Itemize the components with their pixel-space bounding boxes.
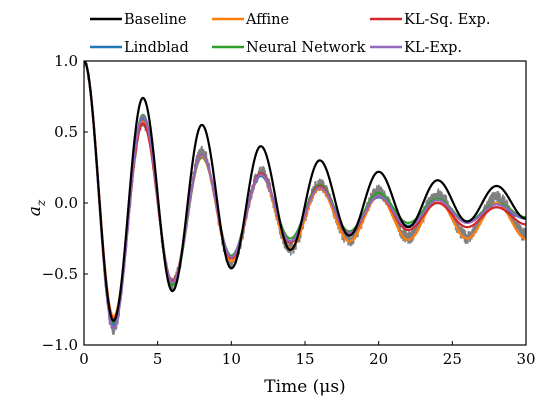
legend-label: Lindblad [124, 40, 189, 56]
x-tick-label: 25 [443, 350, 462, 368]
series-line-kl-sq-exp- [84, 61, 526, 321]
y-axis-label: az [25, 199, 48, 216]
series-line-baseline [84, 61, 526, 323]
y-tick-label: 0.0 [54, 194, 78, 212]
x-tick-label: 20 [369, 350, 388, 368]
y-tick-label: 0.5 [54, 123, 78, 141]
y-label-subscript: z [34, 199, 48, 207]
legend-label: Neural Network [246, 40, 366, 56]
legend-label: Baseline [124, 12, 187, 28]
series-measured-line [84, 61, 526, 335]
y-label-base: a [25, 206, 45, 216]
legend: Baseline Affine KL-Sq. Exp. Lindblad Neural … [90, 12, 490, 56]
x-axis-label: Time (μs) [264, 377, 345, 397]
x-tick-label: 15 [295, 350, 314, 368]
axis-ticks: 0 5 10 15 20 25 30 −1.0 −0.5 0.0 0.5 1.0 [42, 52, 536, 368]
y-tick-label: −0.5 [42, 265, 78, 283]
plot-area [84, 61, 526, 335]
x-tick-label: 0 [79, 350, 89, 368]
x-tick-label: 10 [222, 350, 241, 368]
legend-label: KL-Sq. Exp. [404, 12, 490, 28]
x-tick-label: 5 [153, 350, 163, 368]
x-tick-label: 30 [516, 350, 535, 368]
legend-label: KL-Exp. [404, 40, 462, 56]
series-line-neural-network [84, 61, 526, 324]
series-line-lindblad [84, 61, 526, 327]
series-line-affine [84, 61, 526, 318]
legend-label: Affine [245, 12, 289, 28]
y-tick-label: 1.0 [54, 52, 78, 70]
y-tick-label: −1.0 [42, 336, 78, 354]
series-line-kl-exp- [84, 61, 526, 330]
